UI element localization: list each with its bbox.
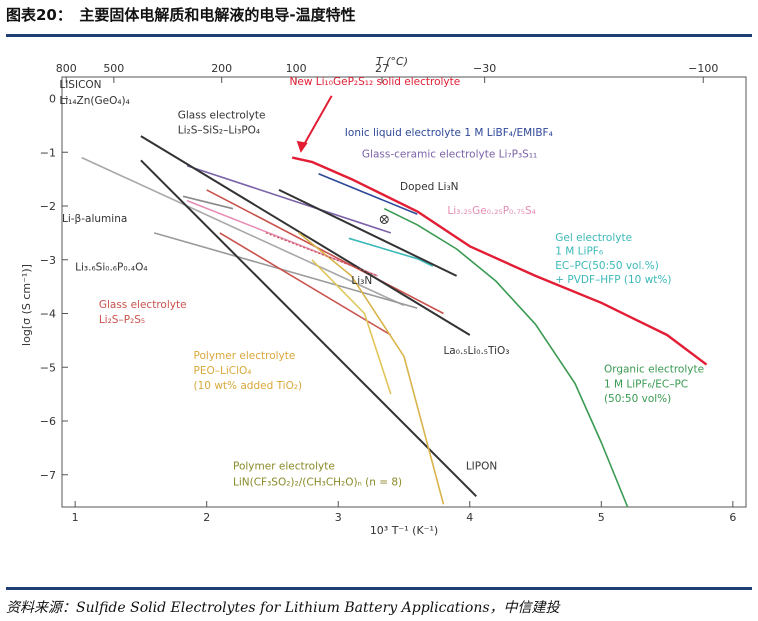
footer-rule [6, 587, 752, 590]
series-line [219, 232, 392, 336]
series-line [140, 159, 478, 498]
series-label: EC–PC(50:50 vol.%) [555, 260, 659, 272]
series-label: Li₃.₂₅Ge₀.₂₅P₀.₇₅S₄ [447, 205, 535, 217]
series-label: Glass-ceramic electrolyte Li₇P₃S₁₁ [362, 149, 537, 161]
series-label: 1 M LiPF₆/EC–PC [604, 379, 688, 391]
series-label: La₀.₅Li₀.₅TiO₃ [443, 345, 509, 357]
series-line [182, 195, 234, 210]
y-tick-label: −3 [40, 254, 56, 267]
source-note: 资料来源：Sulfide Solid Electrolytes for Lith… [6, 600, 560, 616]
x-tick-label: 4 [466, 511, 473, 524]
series-label: LiN(CF₃SO₂)₂/(CH₃CH₂O)ₙ (n = 8) [233, 477, 402, 489]
top-tick-label: 100 [286, 62, 307, 75]
doped-li3n-marker [379, 214, 389, 224]
series-line [291, 156, 708, 366]
x-tick-label: 5 [598, 511, 605, 524]
series-label: Li₁₄Zn(GeO₄)₄ [59, 95, 130, 107]
x-tick-label: 6 [729, 511, 736, 524]
y-tick-label: −1 [40, 146, 56, 159]
title-rule [6, 34, 752, 37]
series-label: Glass electrolyte [99, 299, 187, 311]
top-tick-label: −30 [473, 62, 496, 75]
series-label: Polymer electrolyte [233, 460, 335, 472]
series-label: LIPON [466, 460, 497, 472]
top-tick-label: 800 [56, 62, 77, 75]
y-tick-label: −7 [40, 469, 56, 482]
series-line [311, 259, 392, 395]
y-tick-label: −4 [40, 308, 56, 321]
top-tick-label: 200 [211, 62, 232, 75]
series-label: + PVDF–HFP (10 wt%) [555, 274, 671, 286]
series-label: 1 M LiPF₆ [555, 245, 603, 257]
series-label: Li₂S–P₂S₅ [99, 314, 145, 326]
series-label: Li₃.₆Si₀.₆P₀.₄O₄ [75, 262, 147, 274]
series-label: Li₂S–SiS₂–Li₃PO₄ [178, 124, 260, 136]
series-line [298, 232, 445, 505]
top-tick-label: −100 [688, 62, 718, 75]
y-tick-label: −6 [40, 415, 56, 428]
series-label: (10 wt% added TiO₂) [194, 380, 303, 392]
arrow-head [296, 140, 308, 153]
x-axis: 1 2 3 4 5 6 [72, 501, 736, 524]
series-layer [81, 95, 708, 508]
arrow-line [301, 95, 333, 148]
series-line [153, 232, 418, 309]
series-line [186, 164, 392, 234]
y-tick-label: 0 [49, 93, 56, 106]
series-label: Polymer electrolyte [194, 350, 296, 362]
series-label: LISICON [59, 79, 101, 91]
top-axis: 800 500 200 100 27 −30 −100 [56, 62, 718, 83]
series-line [140, 135, 471, 336]
y-tick-label: −5 [40, 361, 56, 374]
page-title: 图表20： 主要固体电解质和电解液的电导-温度特性 [6, 6, 356, 24]
x-axis-label: 10³ T⁻¹ (K⁻¹) [370, 524, 438, 537]
x-tick-label: 2 [203, 511, 210, 524]
series-line [278, 188, 458, 277]
series-label: Gel electrolyte [555, 232, 632, 244]
label-layer: LISICON Li₁₄Zn(GeO₄)₄ New Li₁₀GeP₂S₁₂ soli… [59, 76, 704, 488]
series-line [383, 207, 629, 508]
y-axis-label: log[σ (S cm⁻¹)] [20, 264, 33, 346]
x-tick-label: 3 [335, 511, 342, 524]
top-axis-label: T (°C) [376, 55, 408, 68]
series-label: Ionic liquid electrolyte 1 M LiBF₄/EMIBF… [345, 127, 553, 139]
series-label: Li₃N [351, 275, 372, 287]
series-label: Glass electrolyte [178, 109, 266, 121]
y-tick-label: −2 [40, 200, 56, 213]
series-label: Doped Li₃N [400, 181, 458, 193]
series-label: Organic electrolyte [604, 364, 704, 376]
top-tick-label: 500 [103, 62, 124, 75]
series-label: (50:50 vol%) [604, 393, 671, 405]
series-line [206, 189, 444, 315]
top-tick-label: 27 [375, 62, 389, 75]
series-label: New Li₁₀GeP₂S₁₂ solid electrolyte [290, 76, 461, 88]
series-line [348, 237, 434, 267]
x-tick-label: 1 [72, 511, 79, 524]
series-label: Li-β-alumina [62, 213, 127, 225]
series-label: PEO–LiClO₄ [194, 365, 252, 377]
y-axis: 0 −1 −2 −3 −4 −5 −6 −7 [40, 93, 68, 482]
series-line [318, 173, 418, 215]
plot-frame [61, 76, 747, 508]
series-line [81, 156, 405, 307]
doped-li3n-marker-cross [380, 216, 388, 223]
